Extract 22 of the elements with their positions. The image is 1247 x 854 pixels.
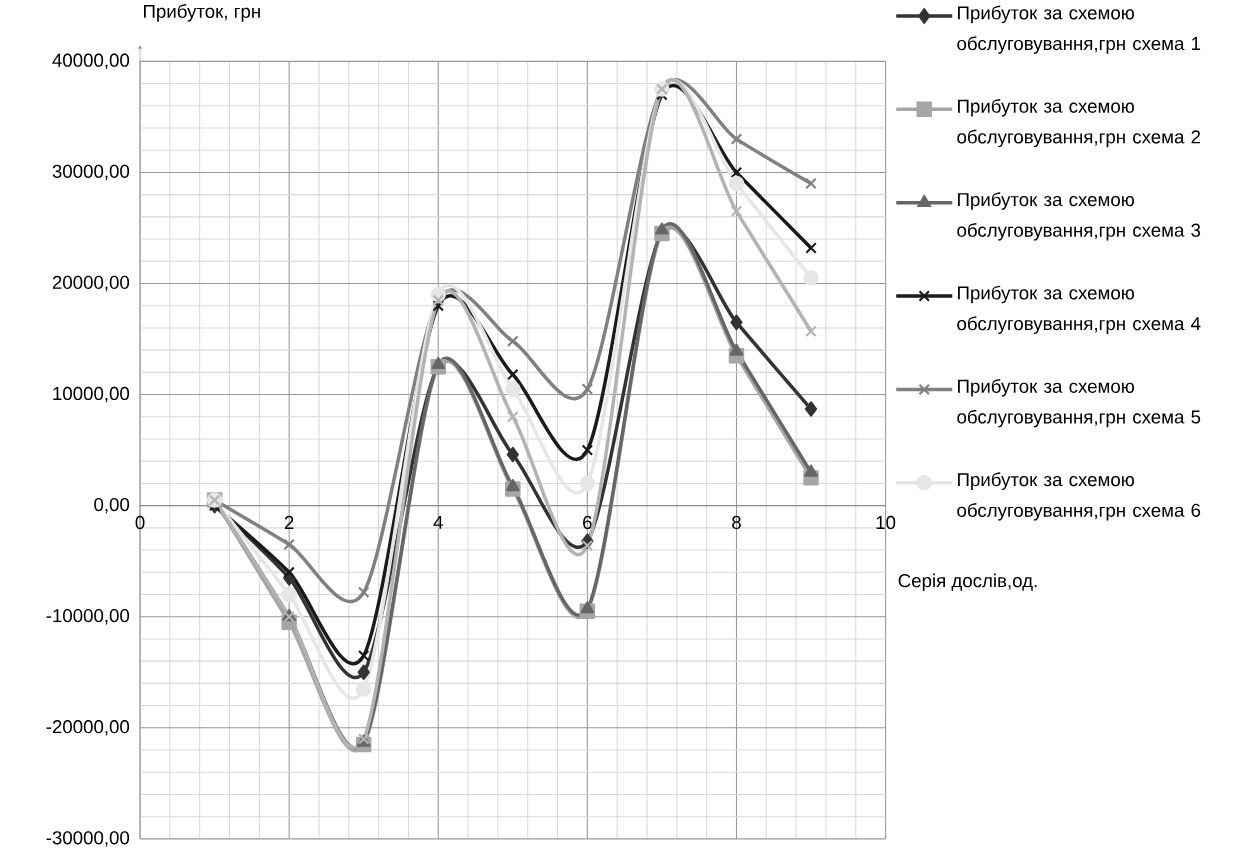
y-tick-label: 10000,00 [53,387,130,403]
legend-label: Прибуток за схемою обслуговування,грн схема 5 [957,379,1201,428]
x-tick-label: 6 [583,516,592,530]
x-tick-label: 2 [284,516,294,530]
x-tick-label: 4 [433,516,443,529]
legend-label: Прибуток за схемою обслуговування,грн схема 3 [957,192,1201,241]
x-axis-title: Серія дослів,од. [898,573,1037,592]
y-tick-label: 30000,00 [52,164,130,181]
legend-label: Прибуток за схемою обслуговування,грн схема 2 [957,99,1201,148]
y-axis-title: Прибуток, грн [144,4,260,22]
x-tick-label: 0 [135,516,145,530]
x-tick-label: 8 [732,516,741,530]
legend-label: Прибуток за схемою обслуговування,грн схема 4 [957,285,1201,335]
y-tick-label: -10000,00 [46,609,130,625]
y-tick-label: 0,00 [94,498,130,514]
legend-label: Прибуток за схемою обслуговування,грн схема 1 [957,5,1201,55]
y-tick-label: -20000,00 [46,720,130,736]
y-tick-label: -30000,00 [46,831,130,847]
x-tick-label: 10 [876,516,896,530]
y-tick-label: 20000,00 [52,275,130,292]
legend-label: Прибуток за схемою обслуговування,грн схема 6 [957,472,1201,521]
y-tick-label: 40000,00 [52,53,130,70]
